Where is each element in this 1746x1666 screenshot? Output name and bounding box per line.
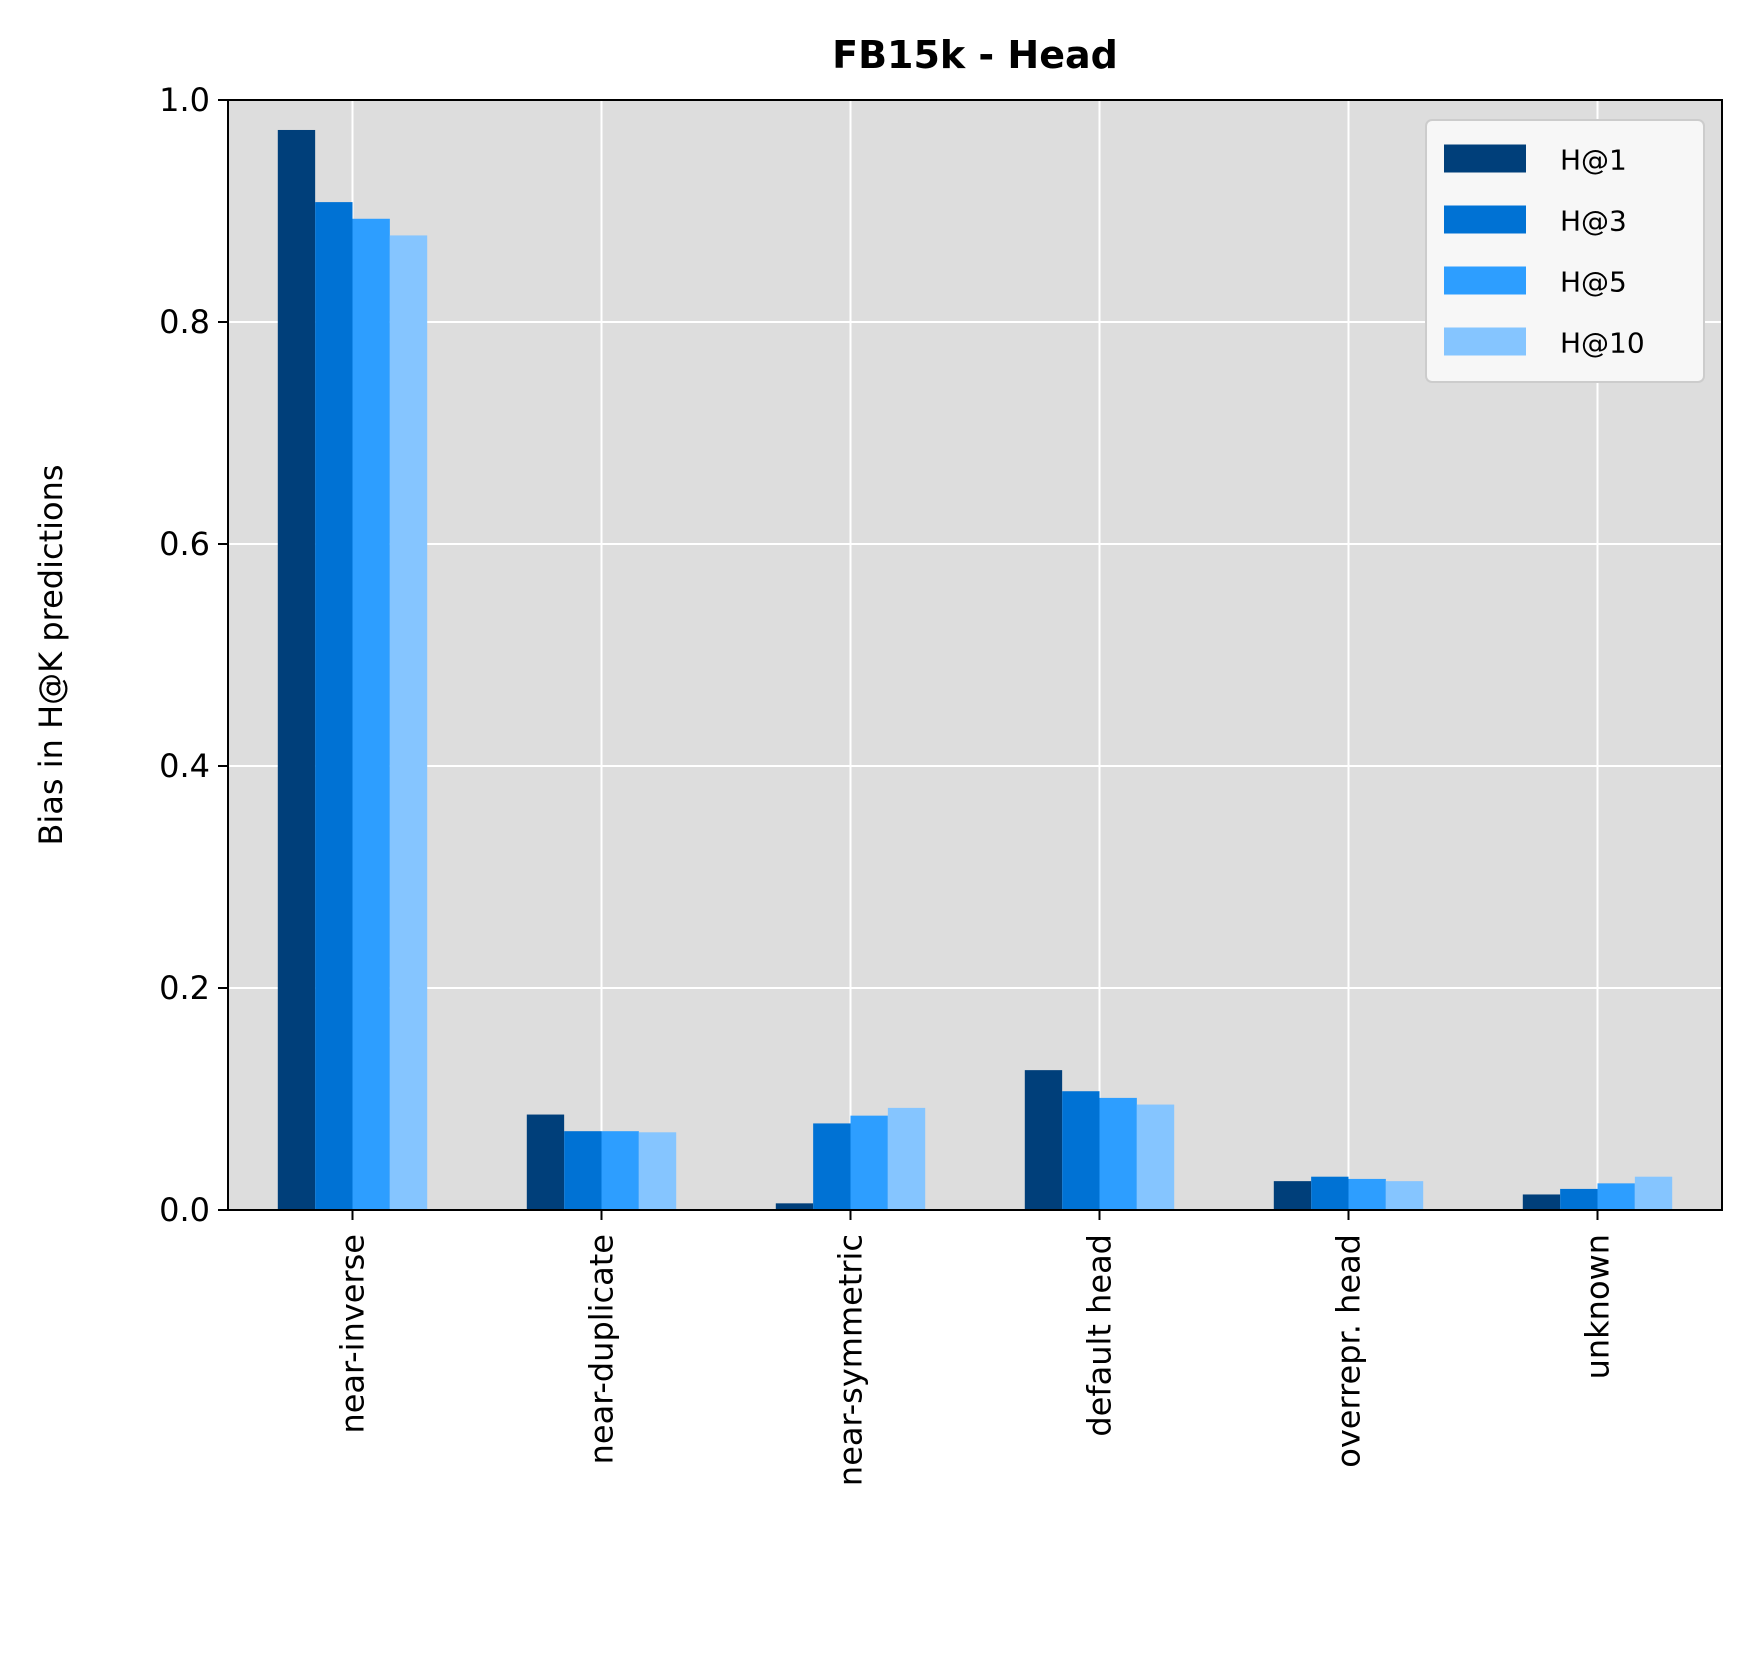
legend-swatch <box>1444 266 1526 295</box>
y-tick-label: 1.0 <box>159 81 210 119</box>
bar <box>1522 1194 1561 1210</box>
bar <box>1024 1070 1063 1210</box>
bar <box>1062 1091 1100 1210</box>
legend-label: H@1 <box>1560 144 1627 177</box>
chart-title: FB15k - Head <box>832 33 1118 77</box>
bar <box>1385 1181 1424 1210</box>
legend-label: H@10 <box>1560 327 1645 360</box>
bar <box>887 1107 926 1210</box>
bar <box>277 129 316 1211</box>
axis-ticks: 0.0 0.2 0.4 0.6 0.8 1.0 near-inverse near-dupli… <box>159 81 1616 1486</box>
bar <box>389 235 428 1211</box>
bar <box>1099 1097 1137 1210</box>
bar <box>1273 1181 1312 1210</box>
bar <box>1634 1176 1673 1210</box>
y-tick-label: 0.4 <box>159 747 210 785</box>
bar <box>638 1132 677 1210</box>
bar <box>526 1114 565 1210</box>
bar <box>775 1203 814 1210</box>
y-tick-label: 0.2 <box>159 969 210 1007</box>
bar <box>1597 1183 1635 1210</box>
x-tick-label: near-duplicate <box>583 1234 621 1464</box>
y-tick-label: 0.6 <box>159 525 210 563</box>
legend-label: H@3 <box>1560 205 1627 238</box>
grid-lines <box>228 99 1722 1211</box>
legend: H@1 H@3 H@5 H@10 <box>1425 119 1705 383</box>
x-tick-label: default head <box>1081 1234 1119 1437</box>
bar <box>564 1131 602 1210</box>
bar <box>1348 1178 1386 1210</box>
x-tick-label: overrepr. head <box>1330 1234 1368 1468</box>
plot-frame <box>227 99 1723 1211</box>
legend-swatch <box>1444 205 1526 234</box>
bar <box>352 218 390 1210</box>
bar <box>1311 1176 1349 1210</box>
y-axis-label: Bias in H@K predictions <box>32 464 70 845</box>
bar <box>1136 1104 1175 1210</box>
bars <box>277 129 1673 1211</box>
x-tick-label: near-inverse <box>334 1234 372 1434</box>
legend-swatch <box>1444 327 1526 356</box>
y-tick-label: 0.8 <box>159 303 210 341</box>
legend-swatch <box>1444 144 1526 173</box>
bar <box>601 1131 639 1210</box>
x-tick-label: unknown <box>1579 1234 1617 1379</box>
y-tick-label: 0.0 <box>159 1191 210 1229</box>
bar <box>850 1115 888 1210</box>
x-tick-label: near-symmetric <box>832 1234 870 1486</box>
bar <box>315 202 353 1210</box>
bar <box>1560 1188 1598 1210</box>
bar <box>813 1123 851 1210</box>
legend-label: H@5 <box>1560 266 1627 299</box>
legend-box <box>1425 119 1705 383</box>
